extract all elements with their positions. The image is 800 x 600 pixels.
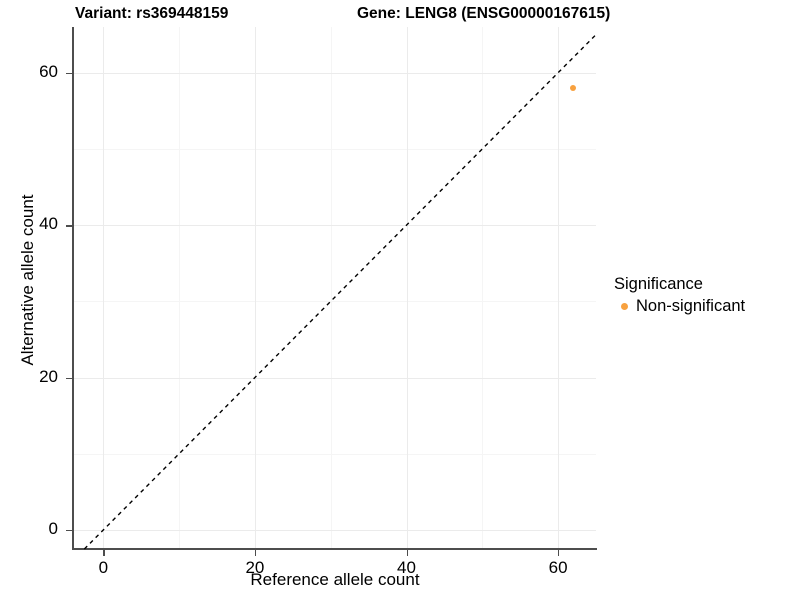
x-axis-tick-label: 20 [245, 558, 265, 577]
y-axis-tick-label: 60 [39, 61, 58, 81]
legend-title: Significance [614, 275, 703, 293]
legend-item-label: Non-significant [636, 296, 746, 315]
y-axis-tick [66, 529, 72, 532]
y-axis-tick-label: 0 [48, 518, 58, 538]
gene-title: Gene: LENG8 (ENSG00000167615) [357, 5, 611, 22]
x-axis-tick-label: 0 [98, 558, 109, 577]
x-axis-tick-label: 40 [397, 558, 416, 577]
y-axis-line [72, 27, 74, 550]
legend-item[interactable]: Non-significant [614, 296, 745, 316]
variant-title: Variant: rs369448159 [75, 5, 229, 22]
x-axis-label: Reference allele count [250, 570, 420, 589]
y-axis-tick [66, 225, 72, 227]
x-axis-tick [558, 550, 560, 556]
y-axis-tick [66, 72, 72, 75]
legend-items: Non-significant [614, 296, 745, 316]
y-axis-tick-label: 40 [39, 214, 58, 234]
x-axis-tick [254, 550, 257, 556]
x-axis-tick-label: 60 [548, 558, 568, 577]
legend: Significance Non-significant [614, 275, 745, 316]
legend-dot-icon [620, 302, 628, 310]
data-point[interactable] [570, 84, 577, 91]
legend-key-swatch [614, 296, 634, 316]
y-axis-tick [66, 377, 72, 379]
y-axis-tick-label: 20 [39, 366, 58, 386]
x-axis-tick [103, 550, 105, 556]
y-axis-label: Alternative allele count [18, 194, 37, 366]
x-axis-tick [406, 550, 408, 556]
